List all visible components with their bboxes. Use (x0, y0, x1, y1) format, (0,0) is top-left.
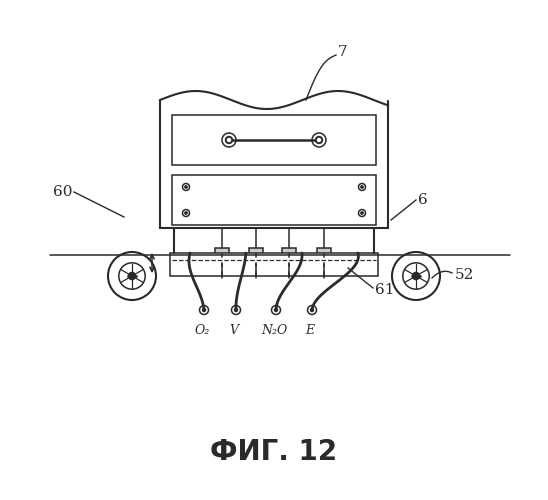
Circle shape (227, 138, 231, 141)
Bar (172, 115, 376, 165)
Circle shape (317, 138, 321, 141)
Circle shape (361, 212, 363, 214)
Bar (172, 175, 376, 225)
Circle shape (275, 308, 277, 312)
Bar (282, 248, 296, 264)
Circle shape (361, 186, 363, 188)
Text: 52: 52 (455, 268, 475, 282)
Text: 61: 61 (375, 283, 395, 297)
Text: O₂: O₂ (195, 324, 210, 337)
Bar (249, 248, 263, 264)
Bar (317, 248, 331, 264)
Text: 7: 7 (338, 45, 347, 59)
Text: N₂O: N₂O (261, 324, 287, 337)
Text: 60: 60 (53, 185, 72, 199)
Text: 6: 6 (418, 193, 428, 207)
Text: V: V (230, 324, 238, 337)
Circle shape (235, 308, 237, 312)
Circle shape (413, 272, 420, 280)
Circle shape (185, 186, 187, 188)
Circle shape (225, 136, 232, 143)
Circle shape (203, 308, 206, 312)
Bar (215, 248, 229, 264)
Text: ФИГ. 12: ФИГ. 12 (210, 438, 338, 466)
Text: E: E (305, 324, 315, 337)
Circle shape (316, 136, 323, 143)
Circle shape (311, 308, 313, 312)
Circle shape (185, 212, 187, 214)
Circle shape (128, 272, 135, 280)
Bar (170, 253, 378, 276)
